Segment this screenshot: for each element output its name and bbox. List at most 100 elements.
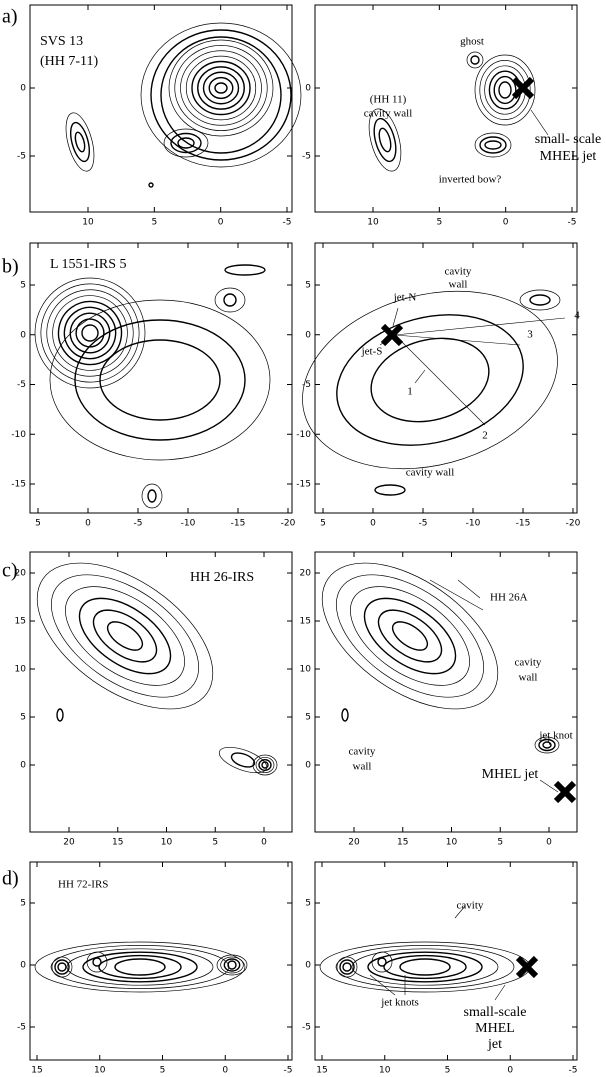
contour <box>92 609 158 663</box>
contour <box>223 293 237 307</box>
contour <box>368 108 402 172</box>
annotation: cavity <box>515 657 542 669</box>
y-tick-label: -10 <box>296 430 311 440</box>
plot-frame <box>29 861 293 1061</box>
x-tick-label: 5 <box>445 1066 451 1076</box>
contour <box>34 277 146 389</box>
contour <box>141 483 163 509</box>
y-tick-label: -10 <box>11 430 26 440</box>
annotation: MHEL jet <box>540 149 597 164</box>
y-tick-label: 20 <box>15 569 27 579</box>
contour <box>258 758 272 772</box>
contour <box>474 132 512 158</box>
annotation: jet knots <box>380 997 419 1009</box>
contour <box>208 76 234 100</box>
x-tick-label: -10 <box>466 519 481 529</box>
x-tick-label: 5 <box>497 838 503 848</box>
contour <box>52 295 128 371</box>
x-tick-label: -5 <box>568 218 577 228</box>
contour <box>378 127 392 153</box>
x-tick-label: -10 <box>181 519 196 529</box>
y-tick-label: 0 <box>305 961 311 971</box>
y-tick-label: 15 <box>300 617 311 627</box>
y-tick-label: 0 <box>20 961 26 971</box>
contour <box>69 312 111 354</box>
contour <box>493 75 517 105</box>
contour <box>341 708 349 722</box>
contour <box>57 300 123 366</box>
y-tick-label: -5 <box>302 380 311 390</box>
contour <box>479 136 507 154</box>
contour <box>367 951 483 983</box>
contour <box>163 128 209 158</box>
x-tick-label: 10 <box>82 218 94 228</box>
contour <box>98 954 182 980</box>
annotation: jet knot <box>538 730 572 742</box>
annotation: inverted bow? <box>439 174 502 186</box>
y-tick-label: 10 <box>300 665 312 675</box>
plot-frame <box>314 861 578 1061</box>
x-tick-label: -5 <box>419 519 428 529</box>
x-tick-label: 10 <box>446 838 458 848</box>
contour <box>529 294 551 306</box>
contour <box>50 574 200 698</box>
x-tick-label: -5 <box>134 519 143 529</box>
annotation: cavity <box>445 266 472 278</box>
contour <box>220 956 244 974</box>
contour <box>339 959 355 975</box>
y-tick-label: 0 <box>305 84 311 94</box>
y-tick-label: 10 <box>15 665 27 675</box>
y-tick-label: -5 <box>302 152 311 162</box>
contour <box>147 489 157 503</box>
source-marker <box>380 323 404 347</box>
plot-frame <box>29 4 293 213</box>
x-tick-label: -15 <box>231 519 246 529</box>
contour <box>371 951 393 973</box>
contour <box>177 137 195 149</box>
y-tick-label: 15 <box>15 617 26 627</box>
contour <box>227 960 237 970</box>
annotation: HH 72-IRS <box>58 879 108 891</box>
plot-frame <box>29 551 293 833</box>
panel-label: d) <box>2 868 19 890</box>
x-tick-label: -20 <box>566 519 581 529</box>
annotation: small-scale <box>464 1005 527 1020</box>
annotation: 2 <box>482 430 488 442</box>
annotation: small- scale <box>535 132 601 147</box>
annotation: jet-S <box>361 346 383 358</box>
contour <box>335 945 515 989</box>
annotation: cavity wall <box>406 467 455 479</box>
panel-label: a) <box>2 6 18 28</box>
source-marker <box>553 780 577 804</box>
annotation: MHEL jet <box>482 767 539 782</box>
contour <box>74 319 246 441</box>
contour <box>374 484 406 496</box>
annotation: HH 26A <box>490 592 528 604</box>
annotation: (HH 7-11) <box>40 54 99 69</box>
contour <box>484 140 502 150</box>
contour <box>542 741 552 749</box>
annotation: cavity wall <box>364 108 413 120</box>
y-tick-label: -5 <box>17 152 26 162</box>
y-tick-label: 5 <box>20 281 26 291</box>
x-tick-label: 10 <box>161 838 173 848</box>
contour <box>223 958 241 972</box>
plot-frame <box>314 4 578 213</box>
x-tick-label: 15 <box>31 1066 42 1076</box>
plot-frame <box>314 242 578 514</box>
contour <box>114 958 166 976</box>
contour <box>224 264 266 276</box>
y-tick-label: -5 <box>17 1023 26 1033</box>
y-tick-label: -15 <box>296 480 311 490</box>
y-tick-label: 5 <box>305 899 311 909</box>
contour <box>336 314 524 446</box>
plot-frame <box>314 551 578 833</box>
contour <box>466 51 484 69</box>
x-tick-label: 10 <box>367 218 379 228</box>
contour <box>36 562 214 710</box>
annotation: jet <box>487 1037 502 1052</box>
x-tick-label: 5 <box>160 1066 166 1076</box>
annotation: 4 <box>574 310 580 322</box>
y-tick-label: -5 <box>17 380 26 390</box>
contour <box>46 289 134 377</box>
